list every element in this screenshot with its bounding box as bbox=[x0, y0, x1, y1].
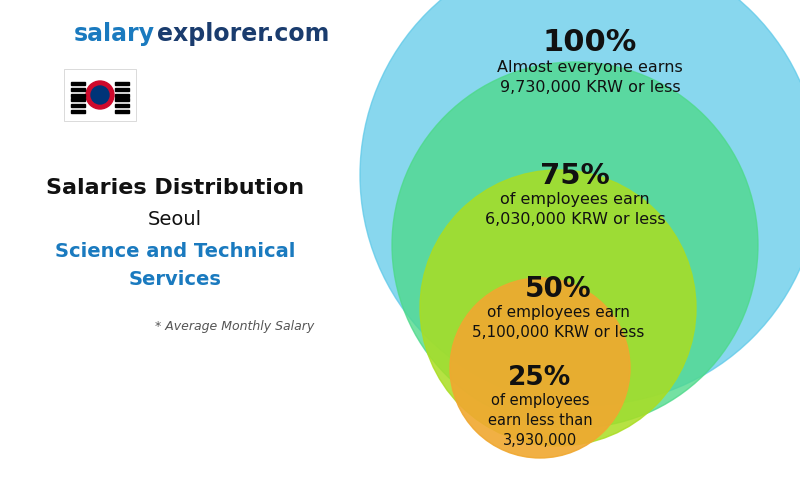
Text: 100%: 100% bbox=[543, 28, 637, 57]
Text: Seoul: Seoul bbox=[148, 210, 202, 229]
Bar bbox=[71, 87, 85, 91]
FancyBboxPatch shape bbox=[64, 69, 136, 121]
Circle shape bbox=[360, 0, 800, 405]
Text: Salaries Distribution: Salaries Distribution bbox=[46, 178, 304, 198]
Circle shape bbox=[91, 86, 109, 104]
Bar bbox=[115, 94, 129, 96]
Bar bbox=[115, 109, 129, 112]
Bar bbox=[115, 97, 129, 100]
Text: 75%: 75% bbox=[540, 162, 610, 190]
Text: of employees earn
5,100,000 KRW or less: of employees earn 5,100,000 KRW or less bbox=[472, 305, 644, 340]
Bar bbox=[71, 94, 85, 96]
Text: of employees
earn less than
3,930,000: of employees earn less than 3,930,000 bbox=[488, 393, 592, 447]
Text: explorer.com: explorer.com bbox=[157, 22, 330, 46]
Text: of employees earn
6,030,000 KRW or less: of employees earn 6,030,000 KRW or less bbox=[485, 192, 666, 227]
Circle shape bbox=[392, 62, 758, 428]
Text: Science and Technical: Science and Technical bbox=[55, 242, 295, 261]
Bar bbox=[71, 104, 85, 107]
Text: Services: Services bbox=[129, 270, 222, 289]
Bar bbox=[115, 87, 129, 91]
Text: 50%: 50% bbox=[525, 275, 591, 303]
Bar bbox=[115, 104, 129, 107]
Circle shape bbox=[86, 81, 114, 109]
Bar bbox=[71, 97, 85, 100]
Text: Almost everyone earns
9,730,000 KRW or less: Almost everyone earns 9,730,000 KRW or l… bbox=[497, 60, 683, 95]
Text: salary: salary bbox=[74, 22, 155, 46]
Bar bbox=[71, 109, 85, 112]
Bar bbox=[115, 82, 129, 84]
Text: * Average Monthly Salary: * Average Monthly Salary bbox=[155, 320, 314, 333]
Text: 25%: 25% bbox=[508, 365, 572, 391]
Circle shape bbox=[450, 278, 630, 458]
Circle shape bbox=[420, 170, 696, 446]
Bar bbox=[71, 82, 85, 84]
